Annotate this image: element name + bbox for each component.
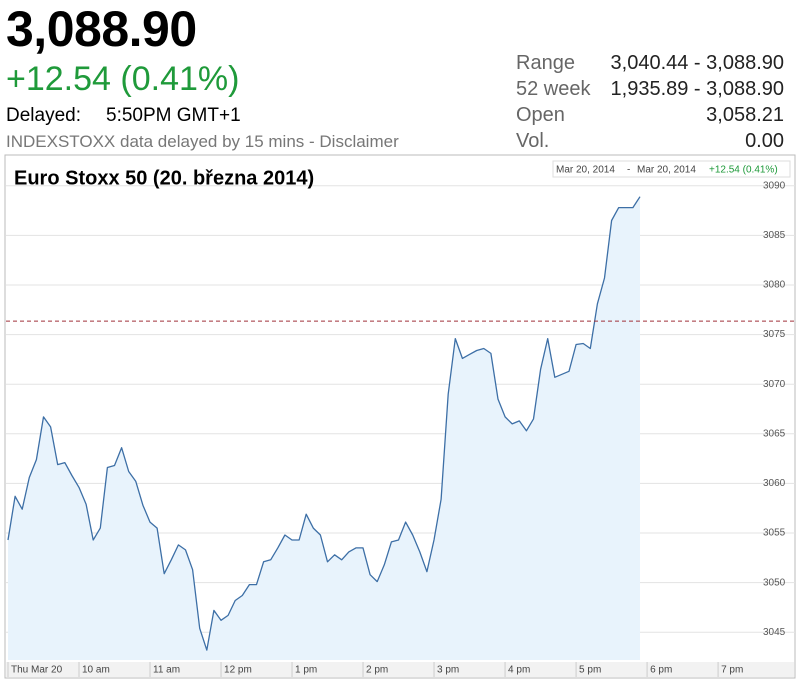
x-tick-label: 3 pm	[437, 665, 459, 676]
stat-value: 0.00	[745, 130, 784, 152]
stat-value: 3,040.44 - 3,088.90	[610, 52, 784, 74]
x-tick-label: 10 am	[82, 665, 110, 676]
x-tick-label: 4 pm	[508, 665, 530, 676]
y-tick-label: 3045	[763, 627, 786, 638]
x-tick-label: 6 pm	[650, 665, 672, 676]
stat-label: 52 week	[516, 78, 591, 100]
range-change: +12.54 (0.41%)	[709, 165, 778, 176]
y-tick-label: 3085	[763, 230, 786, 241]
stat-label: Vol.	[516, 130, 550, 152]
change: +12.54 (0.41%)	[6, 60, 240, 98]
delayed-time: 5:50PM GMT+1	[106, 105, 241, 126]
y-tick-label: 3060	[763, 478, 786, 489]
x-tick-label: 11 am	[153, 665, 180, 676]
chart-title: Euro Stoxx 50 (20. března 2014)	[14, 167, 314, 189]
stat-label: Range	[516, 52, 575, 74]
y-tick-label: 3090	[763, 180, 786, 191]
y-tick-label: 3055	[763, 528, 786, 539]
range-from: Mar 20, 2014	[556, 165, 615, 176]
x-tick-label: 2 pm	[366, 665, 388, 676]
y-tick-label: 3075	[763, 329, 786, 340]
x-tick-label: 1 pm	[295, 665, 317, 676]
x-tick-label: Thu Mar 20	[11, 665, 63, 676]
x-tick-label: 7 pm	[721, 665, 743, 676]
y-tick-label: 3080	[763, 280, 786, 291]
range-box	[552, 160, 791, 178]
x-tick-label: 5 pm	[579, 665, 601, 676]
delayed-label: Delayed:	[6, 105, 81, 126]
disclaimer[interactable]: INDEXSTOXX data delayed by 15 mins - Dis…	[6, 132, 399, 151]
x-axis-strip	[6, 662, 794, 677]
x-tick-label: 12 pm	[224, 665, 252, 676]
range-to: Mar 20, 2014	[637, 165, 696, 176]
y-tick-label: 3070	[763, 379, 786, 390]
y-tick-label: 3050	[763, 577, 786, 588]
stat-value: 3,058.21	[706, 104, 784, 126]
area	[8, 196, 640, 660]
price-line	[7, 196, 641, 651]
y-tick-label: 3065	[763, 428, 786, 439]
range-separator: -	[627, 165, 630, 176]
stat-value: 1,935.89 - 3,088.90	[610, 78, 784, 100]
price: 3,088.90	[6, 1, 197, 57]
stat-label: Open	[516, 104, 565, 126]
